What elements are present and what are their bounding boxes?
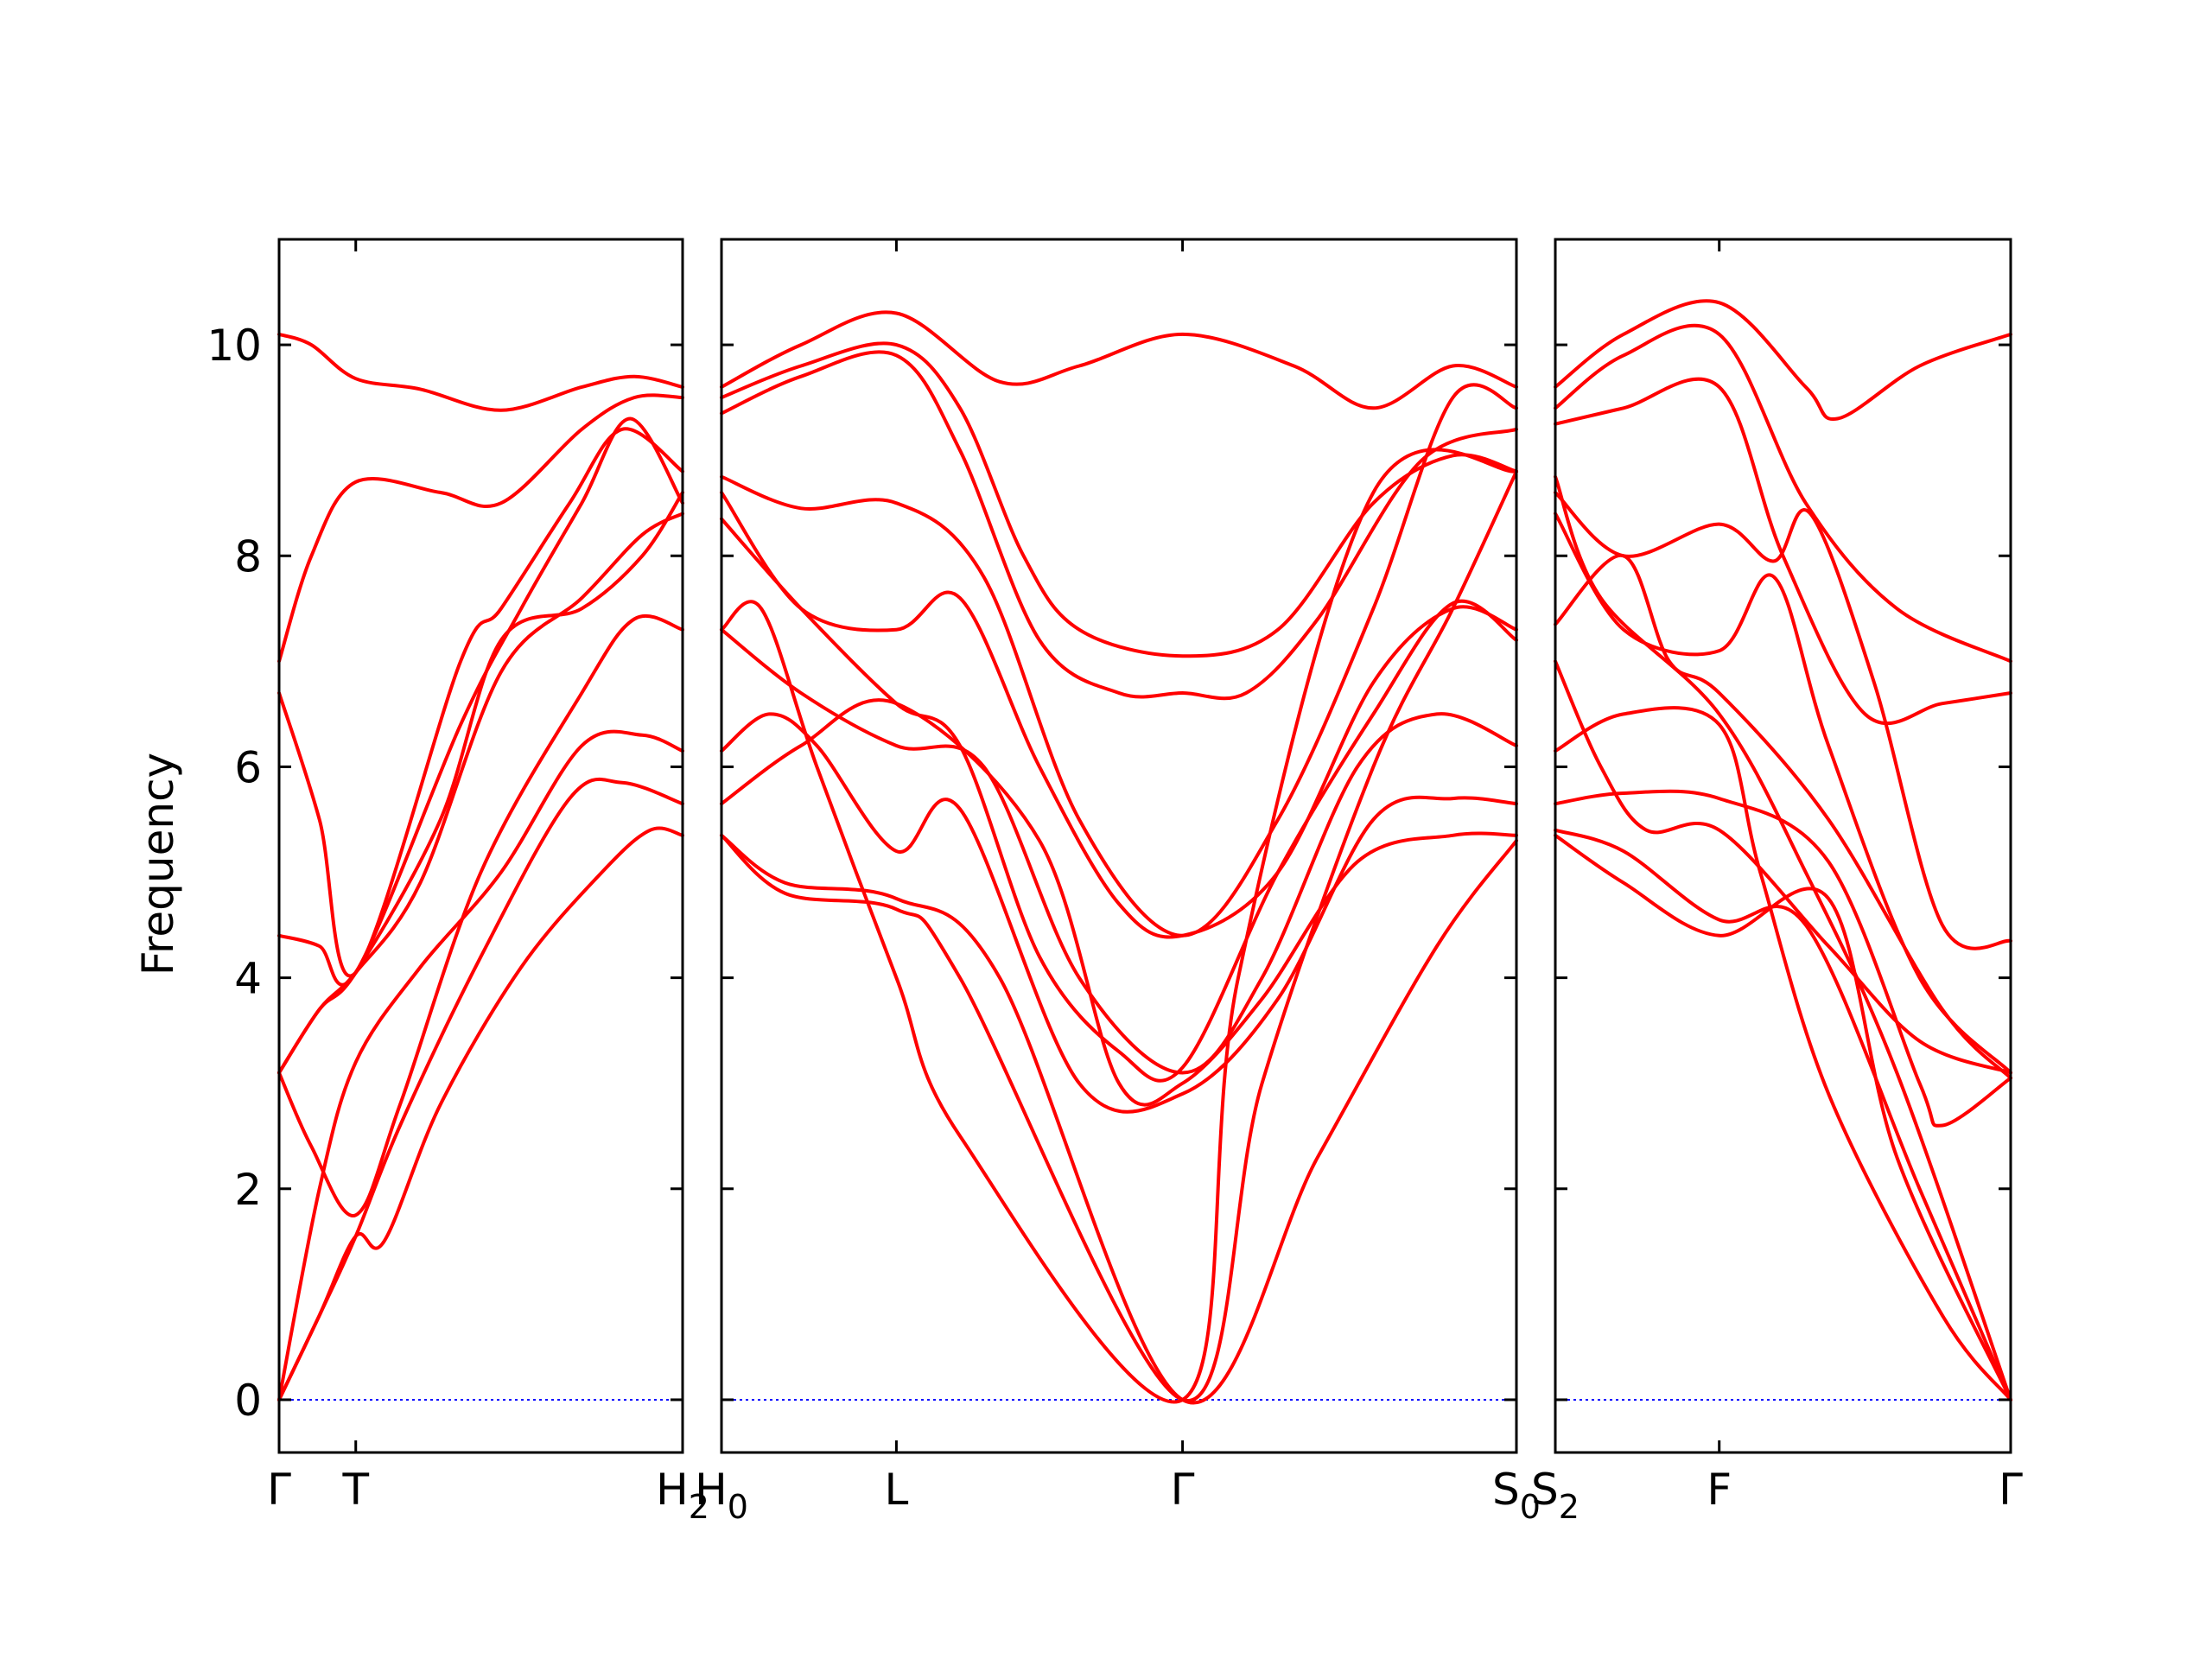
band-line-2 [720,341,1518,658]
band-line-2 [277,393,684,664]
panel-frame [720,238,1518,1454]
band-line-11 [1554,474,2012,1402]
band-line-6 [277,512,684,1075]
band-line-9 [1554,789,2012,1128]
panel-frame [277,238,684,1454]
band-line-1 [277,332,684,412]
band-line-8 [1554,706,2012,1402]
band-line-8 [277,729,684,1402]
band-line-12 [1554,828,2012,1402]
band-line-7 [720,627,1518,1075]
y-tick-label: 8 [234,531,262,582]
x-tick-label: L [884,1465,908,1515]
band-line-5 [1554,512,2012,1075]
y-tick-label: 0 [234,1376,262,1426]
panel-3: S2 F Γ [1531,238,2023,1526]
panel-frame [1554,238,2012,1454]
band-line-4 [1554,491,2012,950]
x-tick-label: Γ [1171,1465,1195,1515]
band-line-6 [1554,554,2012,1080]
band-line-2 [1554,323,2012,664]
band-line-1 [720,310,1518,410]
band-line-11 [720,469,1518,1403]
band-line-1 [1554,299,2012,422]
x-tick-label: T [341,1465,369,1515]
band-line-5 [720,491,1518,939]
band-line-3 [1554,377,2012,726]
y-axis-label: Frequency [133,753,183,976]
x-tick-label: F [1707,1465,1732,1515]
band-line-10 [277,826,684,1402]
band-line-12 [720,448,1518,1404]
band-line-8 [720,712,1518,1114]
band-line-10 [1554,833,2012,1402]
y-tick-label: 4 [234,954,262,1004]
band-line-7 [1554,659,2012,1075]
y-tick-label: 2 [234,1165,262,1215]
y-tick-label: 10 [207,321,262,371]
band-line-3 [720,350,1518,701]
band-line-6 [720,517,1518,1083]
x-tick-label: Γ [1999,1465,2023,1515]
band-line-9 [720,698,1518,1107]
band-line-7 [277,613,684,1217]
band-line-10 [720,833,1518,1405]
band-line-4 [720,383,1518,938]
y-tick-labels: 0 2 4 6 8 10 [207,321,262,1426]
y-tick-label: 6 [234,742,262,792]
x-tick-label: Γ [267,1465,291,1515]
band-line-3 [277,427,684,978]
